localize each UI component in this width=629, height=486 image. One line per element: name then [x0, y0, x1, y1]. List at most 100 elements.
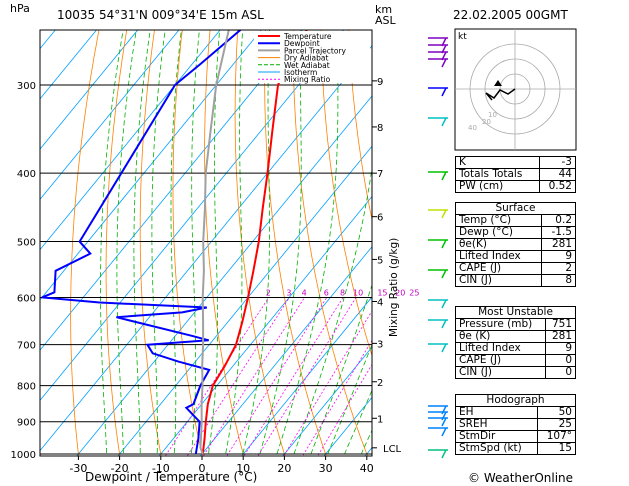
- pressure-tick-label: 1000: [11, 450, 36, 461]
- isotherm-line: [76, 95, 372, 456]
- temperature-tick-label: 20: [277, 462, 291, 475]
- isotherm-line: [241, 296, 372, 456]
- hodograph-table: Hodograph EH 50 SREH 25 StmDir 107° StmSpd …: [455, 394, 576, 455]
- indices-top-table: K -3 Totals Totals 44 PW (cm) 0.52: [455, 156, 577, 193]
- storm-motion-marker: [494, 80, 502, 86]
- temperature-tick-label: 10: [236, 462, 250, 475]
- hodo-value: 25: [537, 418, 576, 431]
- height-unit-label: km: [375, 3, 393, 16]
- isotherm-line: [40, 30, 139, 150]
- mixing-ratio-line: [317, 363, 372, 456]
- height-unit-label-asl: ASL: [375, 14, 396, 27]
- hodograph-ring-label: 20: [482, 118, 491, 126]
- temperature-tick-label: -30: [69, 462, 87, 475]
- series-parcel-trajectory: [199, 30, 230, 455]
- hodo-value: 50: [537, 406, 576, 419]
- pressure-tick-label: 700: [17, 341, 36, 352]
- datetime-label: 22.02.2005 00GMT: [453, 8, 568, 22]
- unstable-label: Pressure (mb): [455, 318, 546, 331]
- mixing-ratio-label: 10: [353, 288, 363, 297]
- surface-label: θe(K): [455, 238, 542, 251]
- mixing-ratio-label: 2: [266, 288, 271, 297]
- series-temperature: [201, 30, 308, 455]
- chart-grid: [40, 17, 629, 469]
- dry-adiabat-line: [292, 30, 369, 456]
- legend-label: Dewpoint: [284, 39, 320, 48]
- wet-adiabat-line: [190, 30, 200, 456]
- surface-title: Surface: [455, 202, 576, 215]
- wet-adiabat-line: [100, 30, 124, 456]
- height-tick-label: 1: [377, 414, 383, 425]
- dry-adiabat-line: [105, 30, 128, 456]
- dry-adiabat-line: [172, 30, 203, 456]
- wet-adiabat-line: [224, 30, 244, 456]
- dry-adiabat-line: [234, 30, 286, 456]
- index-label: Totals Totals: [455, 168, 540, 181]
- unstable-value: 751: [544, 318, 577, 331]
- wet-adiabat-line: [241, 30, 270, 456]
- temperature-tick-label: 40: [360, 462, 374, 475]
- hodograph-ring-label: 10: [488, 111, 497, 119]
- unstable-title: Most Unstable: [455, 306, 576, 319]
- mixing-ratio-line: [257, 297, 357, 456]
- wind-barb-flag: [441, 319, 447, 329]
- mixing-ratio-line: [283, 310, 372, 456]
- wind-barb-flag: [441, 209, 447, 219]
- hodograph-unit-label: kt: [458, 32, 467, 42]
- index-value: 0.52: [538, 180, 577, 193]
- mixing-ratio-label: 4: [302, 288, 307, 297]
- temperature-tick-label: 30: [319, 462, 333, 475]
- hodo-title: Hodograph: [455, 394, 576, 407]
- wind-barb-flag: [441, 239, 447, 249]
- dry-adiabat-line: [264, 30, 327, 456]
- isotherm-line: [40, 30, 262, 301]
- dry-adiabat-line: [139, 30, 162, 456]
- most-unstable-table: Most Unstable Pressure (mb) 751 θe (K) 281…: [455, 306, 577, 379]
- surface-label: CAPE (J): [455, 262, 542, 275]
- isotherm-line: [40, 30, 345, 401]
- index-label: PW (cm): [455, 180, 540, 193]
- index-row-totals: Totals Totals 44: [455, 168, 577, 181]
- mixing-ratio-line: [226, 297, 328, 456]
- wind-barb-flag: [441, 343, 447, 353]
- index-value: -3: [538, 156, 577, 169]
- wet-adiabat-line: [133, 30, 151, 456]
- isotherm-line: [40, 30, 221, 251]
- temperature-tick-label: -10: [152, 462, 170, 475]
- temperature-tick-label: -20: [111, 462, 129, 475]
- series-dewpoint: [41, 30, 242, 455]
- dry-adiabat-line: [595, 17, 629, 469]
- mixing-ratio-label: 20: [395, 288, 405, 297]
- temperature-tick-label: 0: [199, 462, 206, 475]
- wet-adiabat-line: [151, 30, 166, 456]
- legend-label: Mixing Ratio: [284, 75, 331, 84]
- unstable-value: 281: [544, 330, 577, 343]
- height-tick-label: 3: [377, 339, 383, 350]
- unstable-value: 0: [544, 354, 577, 367]
- legend-box: [254, 31, 370, 83]
- isotherm-line: [40, 30, 98, 100]
- surface-label: CIN (J): [455, 274, 542, 287]
- isotherm-line: [40, 45, 372, 452]
- legend-label: Temperature: [283, 32, 332, 41]
- hodograph-trace: [485, 88, 516, 101]
- wet-adiabat-line: [292, 164, 372, 456]
- pressure-tick-label: 600: [17, 293, 36, 304]
- unstable-label: θe (K): [455, 330, 546, 343]
- legend-label: Isotherm: [284, 68, 317, 77]
- unstable-value: 0: [544, 366, 577, 379]
- wind-barbs: [428, 37, 448, 459]
- chart-axes: 2 3 4 6 8 10 15 20 253004005006007008009001000-3…: [11, 77, 420, 475]
- wind-barb-flag: [441, 171, 447, 181]
- legend-label: Parcel Trajectory: [284, 46, 346, 55]
- index-value: 44: [538, 168, 577, 181]
- height-tick-label: LCL: [383, 444, 402, 455]
- pressure-tick-label: 500: [17, 238, 36, 249]
- wind-barb-flag: [441, 87, 447, 97]
- surface-label: Dewp (°C): [455, 226, 542, 239]
- dry-adiabat-line: [348, 30, 372, 222]
- dry-adiabat-line: [204, 30, 245, 456]
- wind-barb-flag: [441, 417, 447, 427]
